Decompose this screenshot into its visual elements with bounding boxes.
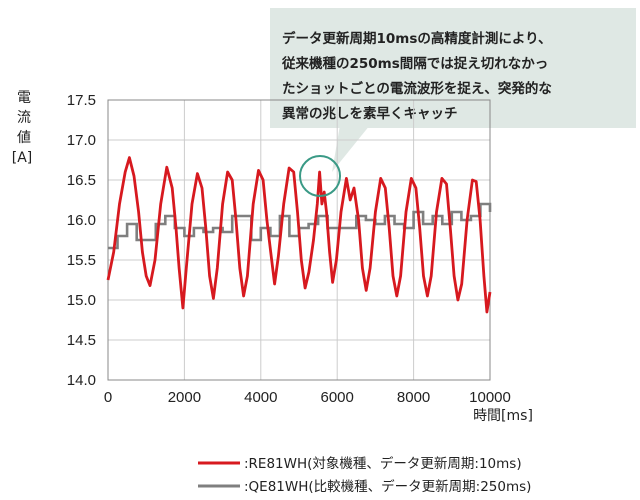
y-tick-label: 14.5 [67, 332, 96, 349]
x-axis: 0 2000 4000 6000 8000 10000 [104, 389, 511, 406]
y-tick-label: 16.5 [67, 172, 96, 189]
callout-box [270, 8, 636, 128]
callout-pointer [332, 125, 370, 172]
callout-line-1: データ更新周期10msの高精度計測により、 [282, 30, 552, 47]
y-axis-title-unit: [A] [12, 150, 33, 166]
x-tick-label: 0 [104, 389, 112, 406]
series-line-re81wh [106, 156, 492, 314]
y-axis-title: 電 流 値 [A] [12, 90, 33, 166]
x-tick-label: 2000 [168, 389, 201, 406]
callout-line-4: 異常の兆しを素早くキャッチ [282, 105, 458, 122]
y-axis: 14.0 14.5 15.0 15.5 16.0 16.5 17.0 17.5 [67, 92, 96, 389]
x-tick-label: 4000 [244, 389, 277, 406]
x-axis-title: 時間[ms] [473, 408, 533, 424]
x-tick-label: 8000 [397, 389, 430, 406]
y-tick-label: 16.0 [67, 212, 96, 229]
y-axis-title-char-2: 流 [17, 110, 31, 126]
y-tick-label: 15.0 [67, 292, 96, 309]
legend-label-re81wh: :RE81WH(対象機種、データ更新周期:10ms) [244, 455, 522, 472]
legend-label-qe81wh: :QE81WH(比較機種、データ更新周期:250ms) [244, 478, 531, 495]
y-axis-title-char-3: 値 [17, 130, 31, 146]
y-tick-label: 15.5 [67, 252, 96, 269]
annotation-callout: データ更新周期10msの高精度計測により、 従来機種の250ms間隔では捉え切れ… [270, 8, 636, 172]
y-axis-title-char-1: 電 [17, 90, 31, 106]
callout-line-3: たショットごとの電流波形を捉え、突発的な [282, 80, 552, 97]
x-tick-label: 6000 [321, 389, 354, 406]
legend: :RE81WH(対象機種、データ更新周期:10ms) :QE81WH(比較機種、… [198, 455, 531, 495]
y-tick-label: 17.0 [67, 132, 96, 149]
y-tick-label: 14.0 [67, 372, 96, 389]
x-tick-label: 10000 [469, 389, 511, 406]
callout-line-2: 従来機種の250ms間隔では捉え切れなかっ [281, 55, 548, 72]
highlight-circle [299, 155, 342, 197]
y-tick-label: 17.5 [67, 92, 96, 109]
series-layer [106, 156, 492, 314]
plot-frame [107, 99, 491, 381]
